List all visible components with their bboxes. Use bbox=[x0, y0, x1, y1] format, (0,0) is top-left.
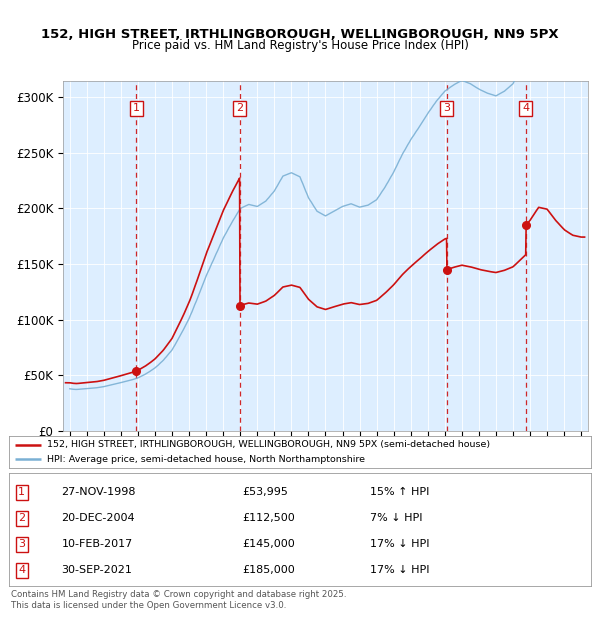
Text: £185,000: £185,000 bbox=[242, 565, 295, 575]
Text: 20-DEC-2004: 20-DEC-2004 bbox=[61, 513, 135, 523]
Text: Contains HM Land Registry data © Crown copyright and database right 2025.
This d: Contains HM Land Registry data © Crown c… bbox=[11, 590, 346, 609]
Text: 152, HIGH STREET, IRTHLINGBOROUGH, WELLINGBOROUGH, NN9 5PX (semi-detached house): 152, HIGH STREET, IRTHLINGBOROUGH, WELLI… bbox=[47, 440, 490, 449]
Text: £53,995: £53,995 bbox=[242, 487, 287, 497]
Text: 1: 1 bbox=[19, 487, 25, 497]
Text: 17% ↓ HPI: 17% ↓ HPI bbox=[370, 539, 430, 549]
Text: £145,000: £145,000 bbox=[242, 539, 295, 549]
Text: HPI: Average price, semi-detached house, North Northamptonshire: HPI: Average price, semi-detached house,… bbox=[47, 455, 365, 464]
Text: 152, HIGH STREET, IRTHLINGBOROUGH, WELLINGBOROUGH, NN9 5PX: 152, HIGH STREET, IRTHLINGBOROUGH, WELLI… bbox=[41, 28, 559, 40]
Text: 27-NOV-1998: 27-NOV-1998 bbox=[61, 487, 136, 497]
Text: 10-FEB-2017: 10-FEB-2017 bbox=[61, 539, 133, 549]
Text: 4: 4 bbox=[522, 104, 529, 113]
Text: 1: 1 bbox=[133, 104, 140, 113]
Text: £112,500: £112,500 bbox=[242, 513, 295, 523]
Text: 2: 2 bbox=[236, 104, 244, 113]
Text: 17% ↓ HPI: 17% ↓ HPI bbox=[370, 565, 430, 575]
Text: 3: 3 bbox=[443, 104, 450, 113]
Text: 2: 2 bbox=[18, 513, 25, 523]
Text: Price paid vs. HM Land Registry's House Price Index (HPI): Price paid vs. HM Land Registry's House … bbox=[131, 40, 469, 52]
Text: 3: 3 bbox=[19, 539, 25, 549]
Text: 30-SEP-2021: 30-SEP-2021 bbox=[61, 565, 132, 575]
Text: 7% ↓ HPI: 7% ↓ HPI bbox=[370, 513, 422, 523]
Text: 4: 4 bbox=[18, 565, 25, 575]
Text: 15% ↑ HPI: 15% ↑ HPI bbox=[370, 487, 429, 497]
